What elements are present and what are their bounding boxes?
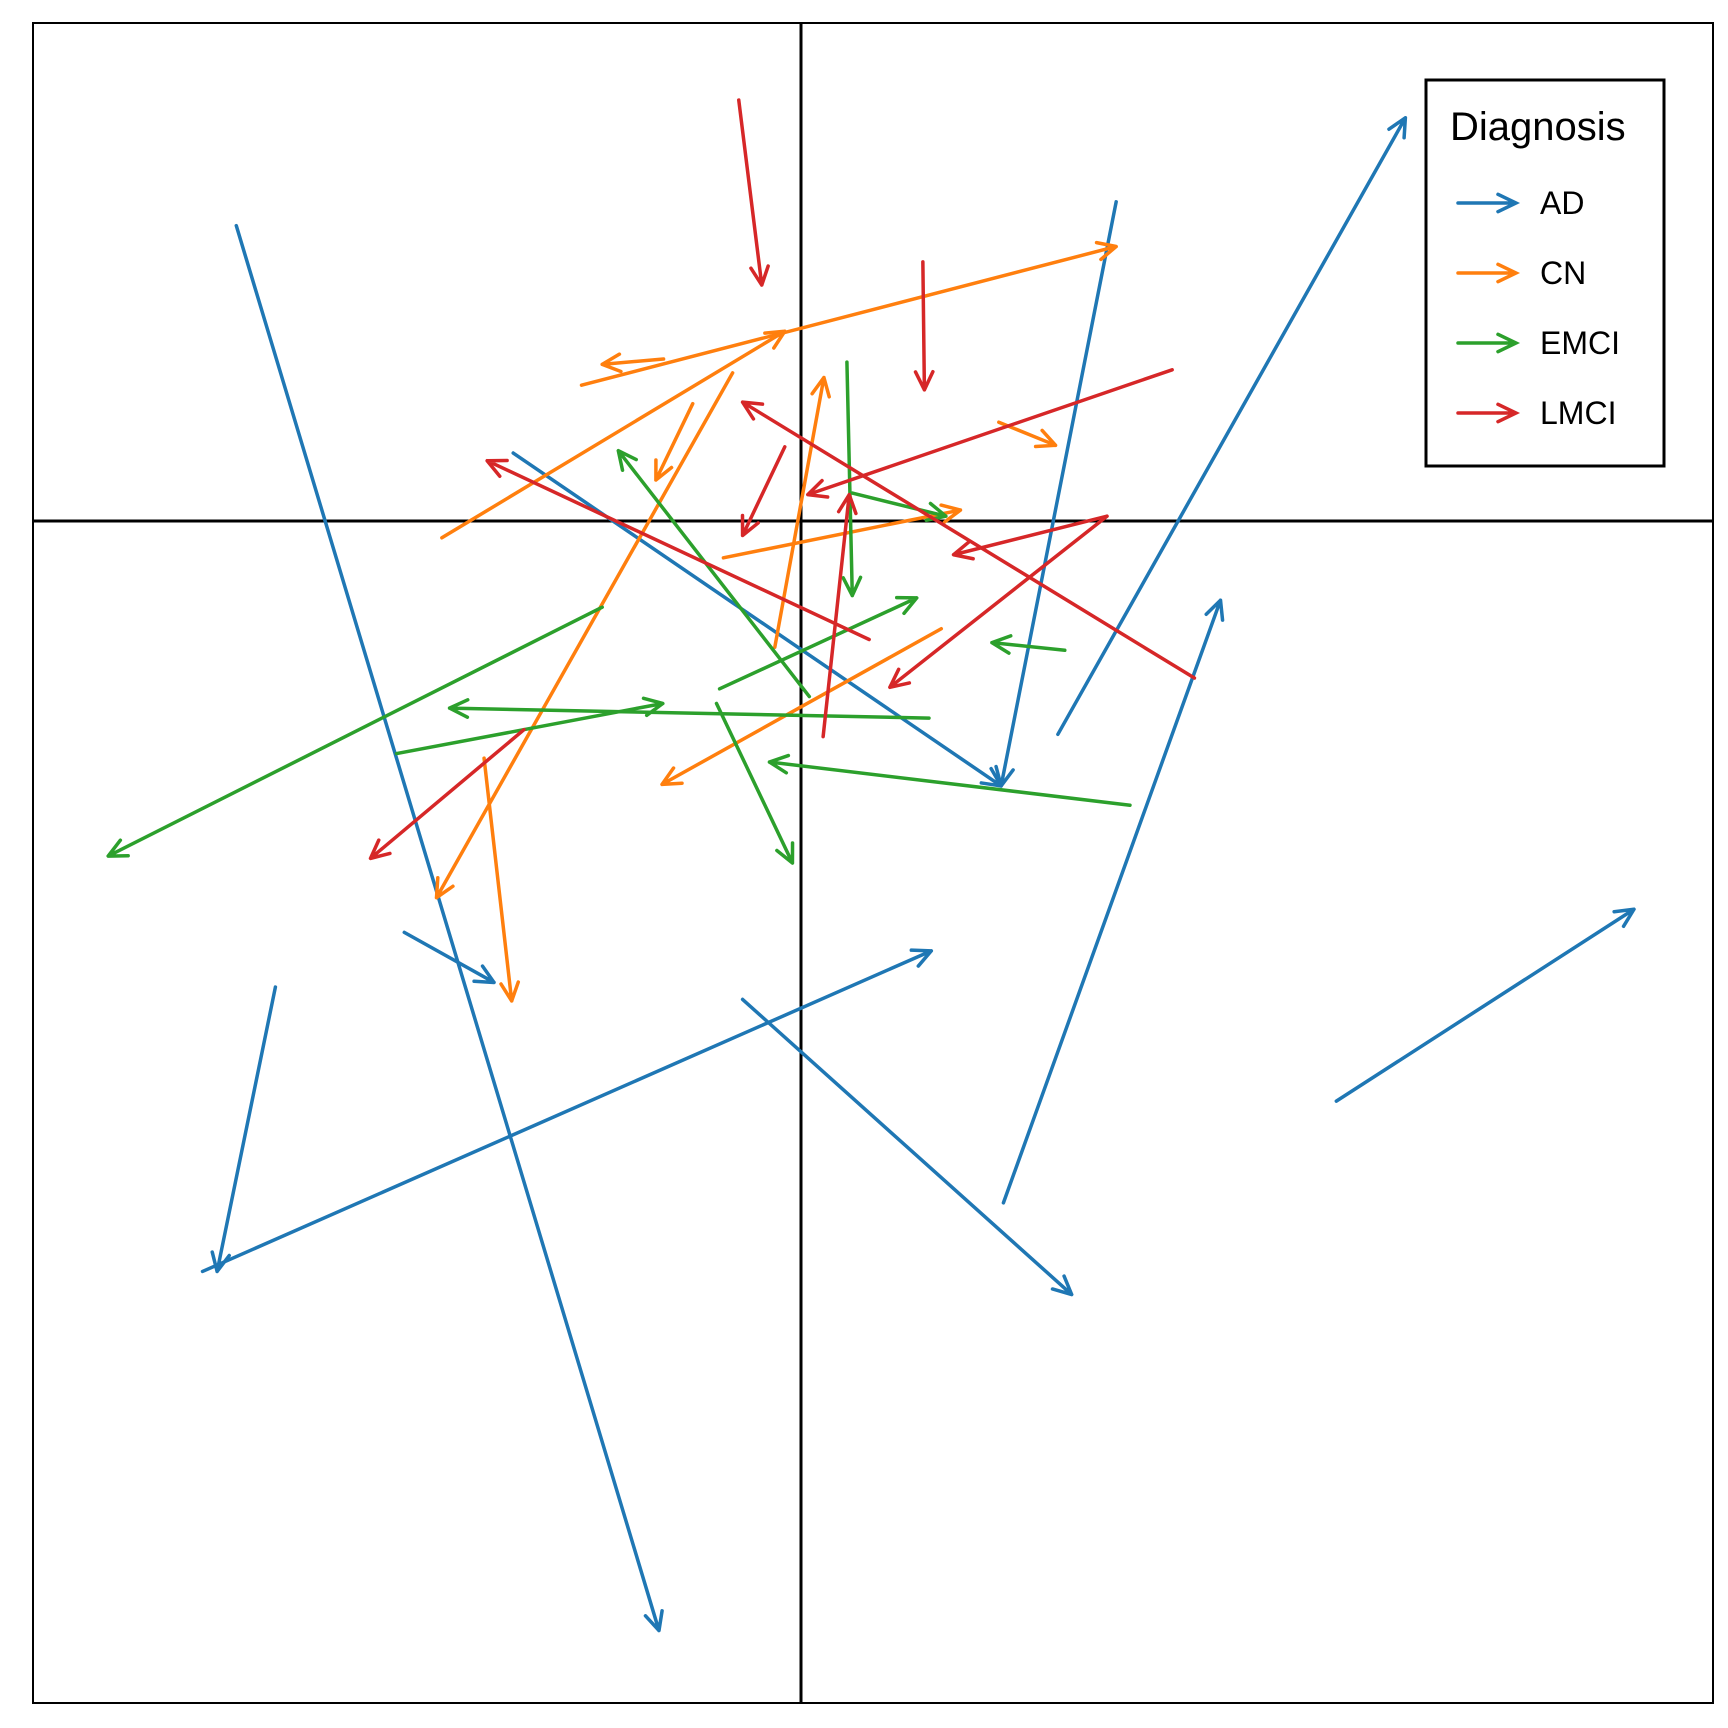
legend-label-ad: AD — [1540, 185, 1584, 221]
arrow-lmci-8 — [888, 514, 1109, 690]
legend-title: Diagnosis — [1450, 105, 1626, 149]
arrow-ad-10 — [1334, 907, 1636, 1103]
legend-label-lmci: LMCI — [1540, 395, 1616, 431]
legend-key-emci — [1456, 332, 1521, 354]
arrow-lmci-5 — [485, 458, 871, 642]
arrow-cn-10 — [482, 756, 521, 1003]
arrow-ad-9 — [1001, 598, 1225, 1205]
arrow-cn-8 — [721, 503, 963, 560]
arrow-cn-1 — [579, 240, 1118, 387]
arrow-ad-8 — [740, 997, 1074, 1297]
arrow-cn-4 — [654, 401, 695, 482]
arrow-emci-10 — [714, 701, 795, 865]
arrow-lmci-2 — [913, 260, 935, 392]
arrow-cn-6 — [773, 375, 831, 649]
arrow-cn-2 — [600, 352, 666, 374]
arrow-lmci-6 — [740, 445, 787, 538]
legend-key-ad — [1456, 192, 1521, 214]
arrow-emci-7 — [447, 698, 931, 720]
legend-items: AD CN EMCI LMCI — [1456, 185, 1620, 431]
arrow-lmci-3 — [806, 368, 1174, 499]
arrow-cn-5 — [434, 371, 735, 900]
arrow-lmci-10 — [368, 727, 526, 861]
arrow-lmci-4 — [740, 400, 1197, 680]
arrow-ad-1 — [234, 223, 664, 1633]
arrow-ad-3 — [994, 200, 1118, 788]
arrow-emci-3 — [717, 595, 919, 691]
legend-label-emci: EMCI — [1540, 325, 1620, 361]
arrow-emci-9 — [767, 753, 1132, 807]
legend: Diagnosis AD CN EMCI LMCI — [1424, 78, 1666, 468]
arrow-lmci-1 — [737, 98, 770, 287]
arrow-lmci-9 — [821, 492, 858, 739]
arrow-ad-5 — [402, 930, 496, 985]
arrow-emci-5 — [106, 605, 604, 858]
legend-key-lmci — [1456, 402, 1521, 424]
arrow-emci-4 — [616, 448, 812, 699]
arrow-cn-3 — [440, 329, 787, 540]
legend-key-cn — [1456, 262, 1521, 284]
arrow-ad-7 — [200, 948, 934, 1274]
arrow-layer — [106, 98, 1636, 1633]
arrow-emci-8 — [990, 634, 1067, 655]
arrow-cn-9 — [660, 626, 944, 787]
legend-label-cn: CN — [1540, 255, 1586, 291]
arrow-lmci-7 — [951, 514, 1109, 561]
